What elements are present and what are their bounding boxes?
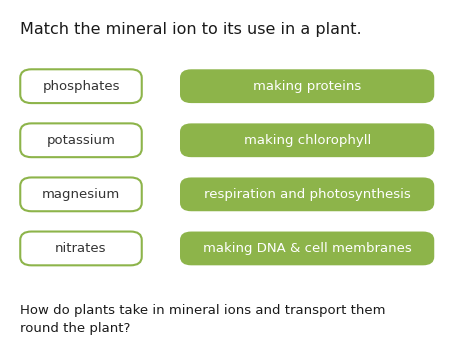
FancyBboxPatch shape [20,69,142,103]
FancyBboxPatch shape [20,232,142,265]
FancyBboxPatch shape [20,177,142,211]
Text: magnesium: magnesium [42,188,120,201]
Text: making DNA & cell membranes: making DNA & cell membranes [203,242,411,255]
Text: making proteins: making proteins [253,80,361,93]
Text: potassium: potassium [46,134,116,147]
Text: phosphates: phosphates [42,80,120,93]
Text: Match the mineral ion to its use in a plant.: Match the mineral ion to its use in a pl… [20,22,362,37]
Text: respiration and photosynthesis: respiration and photosynthesis [204,188,410,201]
FancyBboxPatch shape [20,123,142,157]
Text: making chlorophyll: making chlorophyll [243,134,371,147]
FancyBboxPatch shape [180,177,434,211]
FancyBboxPatch shape [180,123,434,157]
FancyBboxPatch shape [180,69,434,103]
FancyBboxPatch shape [180,232,434,265]
Text: How do plants take in mineral ions and transport them
round the plant?: How do plants take in mineral ions and t… [20,304,386,335]
Text: nitrates: nitrates [55,242,107,255]
